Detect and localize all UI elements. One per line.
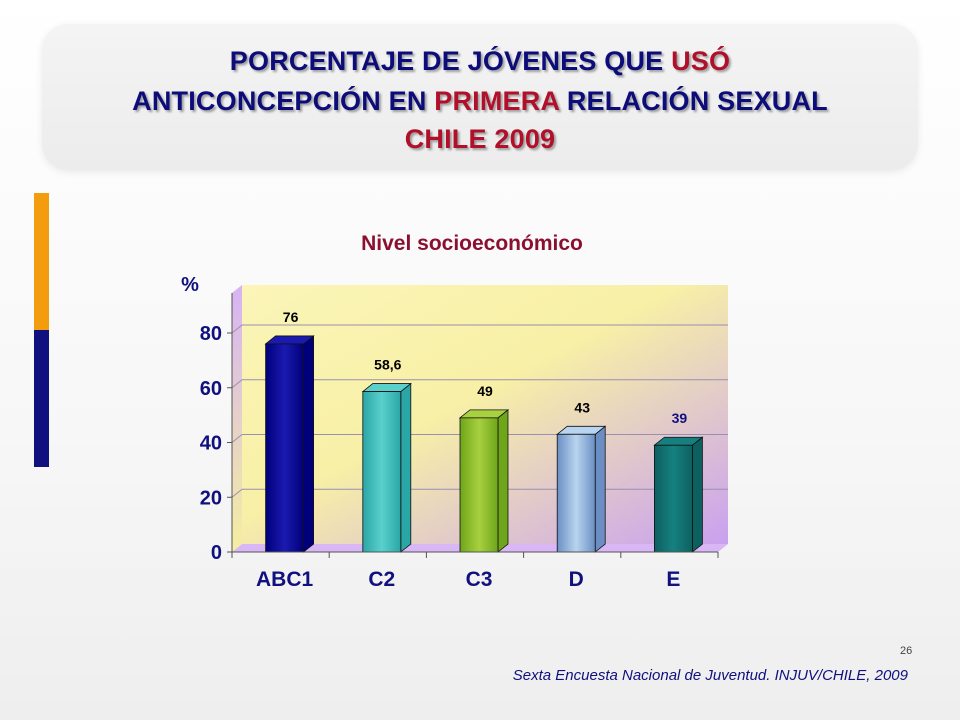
bar-front bbox=[654, 444, 693, 553]
bar-front bbox=[265, 343, 305, 553]
bar-side bbox=[497, 409, 509, 553]
bar-front bbox=[362, 391, 402, 553]
title-text-1b: USÓ bbox=[671, 46, 731, 76]
gridline bbox=[231, 379, 728, 389]
y-axis-label: % bbox=[181, 274, 199, 296]
bar-c3: 49 bbox=[458, 383, 510, 553]
data-label: 49 bbox=[477, 383, 493, 399]
side-wall bbox=[232, 285, 242, 552]
gridline bbox=[231, 324, 728, 334]
bar-side bbox=[400, 382, 412, 553]
page-number: 26 bbox=[900, 645, 913, 657]
y-tick-label: 40 bbox=[200, 433, 222, 455]
x-tick-label: D bbox=[569, 568, 584, 591]
y-axis-ticks: 0 20 40 60 80 bbox=[200, 293, 233, 564]
y-tick-label: 60 bbox=[200, 378, 222, 400]
chart-title: Nivel socioeconómico bbox=[361, 232, 583, 255]
bar-e: 39 bbox=[653, 410, 704, 553]
title-text-2b: PRIMERA bbox=[434, 86, 560, 116]
x-tick-label: E bbox=[666, 568, 680, 591]
bar-front bbox=[556, 433, 596, 553]
title-panel bbox=[42, 24, 918, 170]
accent-bar-orange bbox=[34, 193, 49, 330]
bar-side bbox=[303, 335, 315, 553]
source-citation: Sexta Encuesta Nacional de Juventud. INJ… bbox=[512, 667, 908, 684]
bar-side bbox=[594, 425, 606, 553]
title-text-1a: PORCENTAJE DE JÓVENES QUE bbox=[229, 46, 672, 76]
title-line-1: PORCENTAJE DE JÓVENES QUE USÓ bbox=[0, 46, 960, 77]
title-line-3: CHILE 2009 bbox=[404, 124, 556, 154]
bar-c2: 58,6 bbox=[361, 357, 412, 553]
title-text-2a: ANTICONCEPCIÓN EN bbox=[132, 86, 435, 116]
bar-side bbox=[692, 436, 703, 553]
x-axis-labels: ABC1 C2 C3 D E bbox=[231, 551, 719, 591]
bar-abc1: 76 bbox=[264, 309, 315, 553]
bars: 76 58,6 49 43 39 bbox=[264, 309, 704, 553]
x-tick-label: C2 bbox=[368, 568, 395, 591]
data-label: 58,6 bbox=[374, 357, 401, 373]
y-tick-label: 20 bbox=[200, 487, 222, 509]
title-line-2: ANTICONCEPCIÓN EN PRIMERA RELACIÓN SEXUA… bbox=[0, 86, 960, 117]
title-text-2c: RELACIÓN SEXUAL bbox=[559, 86, 828, 116]
data-label: 39 bbox=[672, 410, 688, 426]
x-tick-label: ABC1 bbox=[256, 568, 313, 591]
bar-front bbox=[459, 417, 499, 553]
y-tick-label: 0 bbox=[211, 542, 222, 564]
y-tick-label: 80 bbox=[200, 323, 222, 345]
x-tick-label: C3 bbox=[466, 568, 493, 591]
accent-bar-blue bbox=[34, 330, 49, 467]
data-label: 43 bbox=[574, 399, 590, 415]
data-label: 76 bbox=[283, 309, 299, 325]
